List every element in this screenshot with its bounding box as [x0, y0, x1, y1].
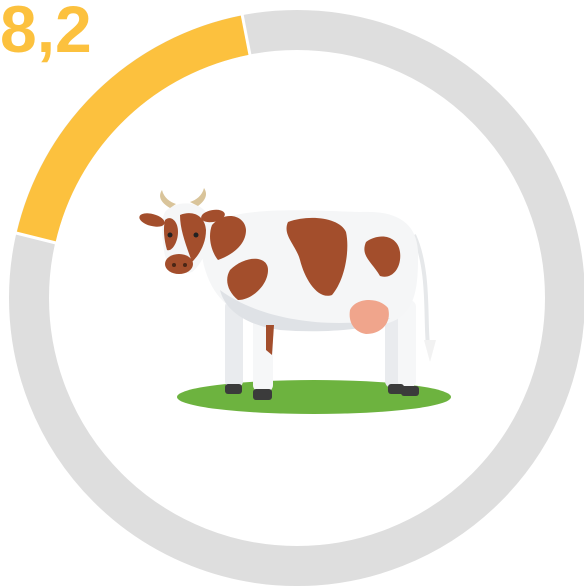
ring-track: [9, 10, 584, 586]
ring-progress: [16, 15, 251, 243]
ring-gap: [240, 13, 252, 56]
cow-illustration: [139, 188, 451, 414]
value-label: 8,2: [0, 0, 92, 66]
ring-gap: [15, 231, 57, 245]
